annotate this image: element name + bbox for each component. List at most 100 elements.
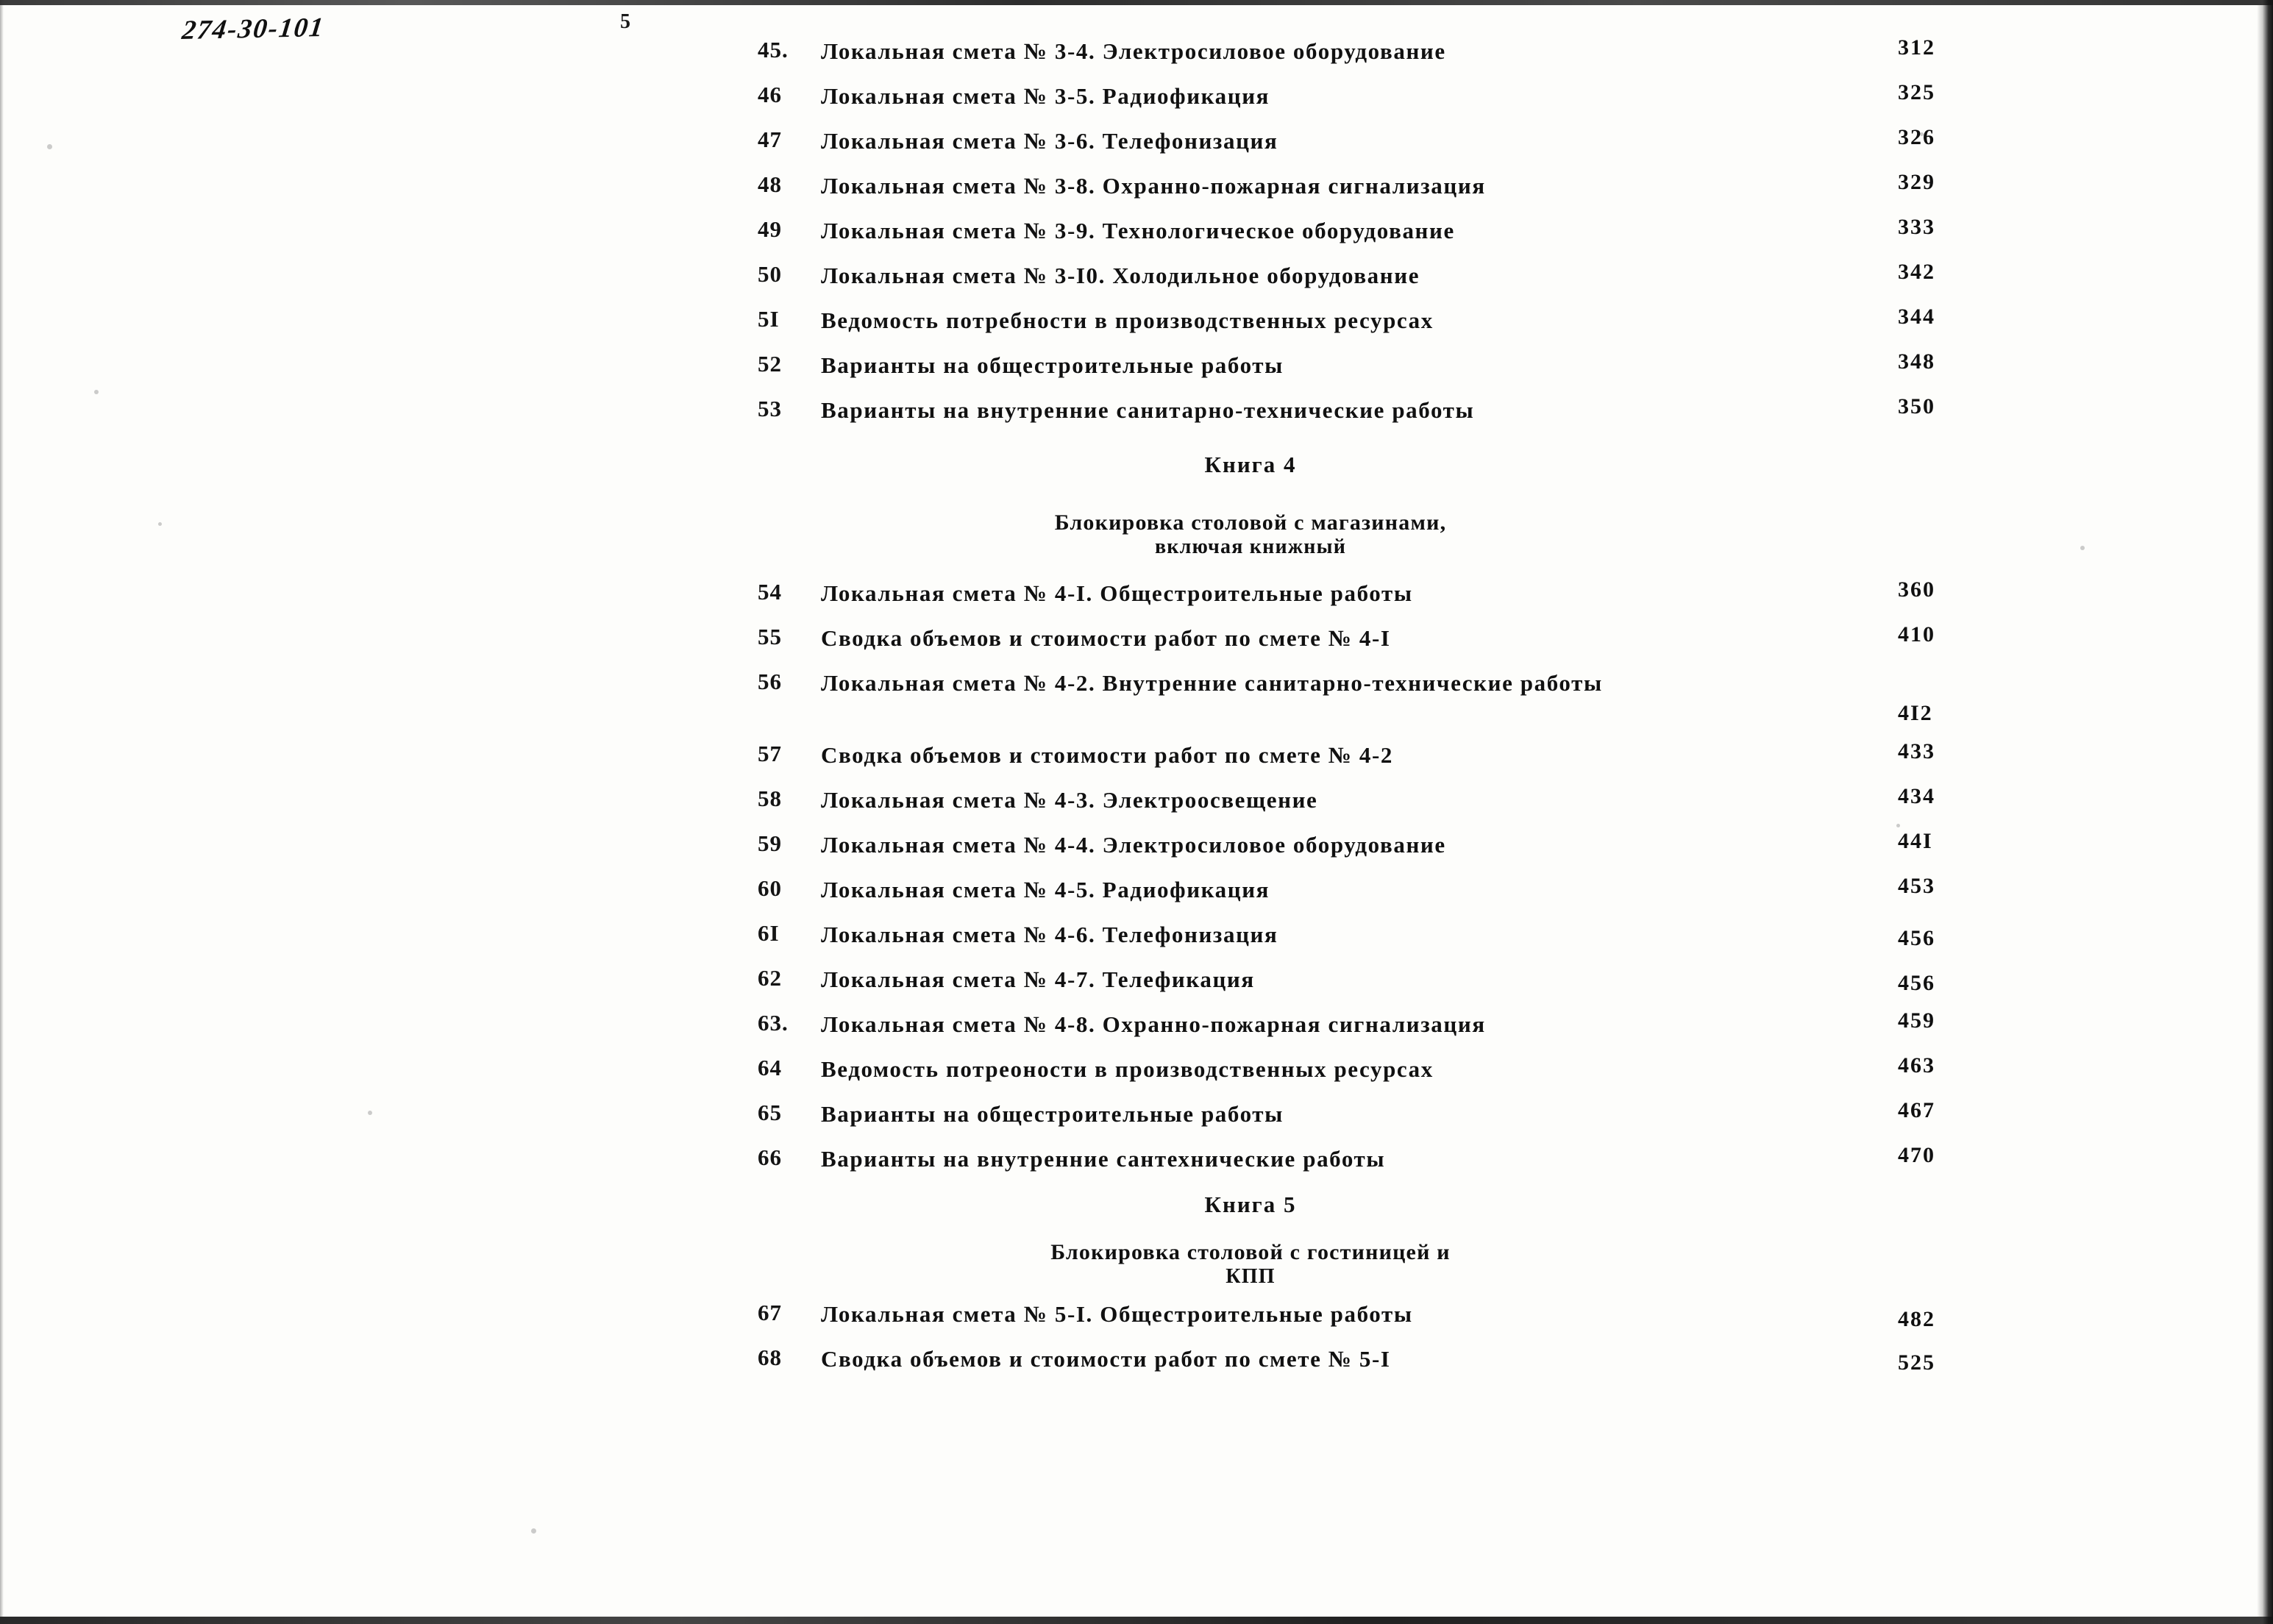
toc-item-number: 67 (758, 1299, 782, 1325)
toc-item-page: 326 (1898, 125, 1935, 149)
toc-item-number: 60 (758, 875, 782, 901)
toc-item-title: Ведомость потребности в производственных… (821, 307, 1434, 333)
toc-row[interactable]: 5I Ведомость потребности в производствен… (758, 304, 2008, 337)
toc-item-number: 59 (758, 830, 782, 856)
toc-item-title: Локальная смета № 3-4. Электросиловое об… (821, 38, 1446, 64)
toc-item-page: 360 (1898, 577, 1935, 602)
toc-item-title: Локальная смета № 4-3. Электроосвещение (821, 786, 1318, 813)
book-subtitle-4: Блокировка столовой с магазинами, включа… (758, 510, 2008, 558)
book-heading-5: Книга 5 (1204, 1191, 1297, 1217)
toc-item-title: Локальная смета № 4-I. Общестроительные … (821, 580, 1413, 606)
toc-item-number: 66 (758, 1144, 782, 1170)
toc-row[interactable]: 6I Локальная смета № 4-6. Телефонизация … (758, 919, 2008, 951)
toc-item-page: 325 (1898, 80, 1935, 104)
toc-row[interactable]: 52 Варианты на общестроительные работы 3… (758, 349, 2008, 382)
toc-item-page: 342 (1898, 260, 1935, 284)
scan-speck (531, 1528, 536, 1534)
table-of-contents: 45. Локальная смета № 3-4. Электросилово… (758, 35, 2008, 1388)
toc-item-title: Сводка объемов и стоимости работ по смет… (821, 1345, 1391, 1372)
toc-item-number: 5I (758, 306, 780, 332)
toc-item-title: Локальная смета № 3-5. Радиофикация (821, 83, 1270, 109)
scan-speck (158, 522, 162, 526)
toc-item-page: 453 (1898, 873, 1935, 898)
toc-item-title: Локальная смета № 3-6. Телефонизация (821, 128, 1278, 154)
scan-speck (1896, 824, 1900, 827)
toc-item-page: 459 (1898, 1008, 1935, 1033)
toc-row[interactable]: 50 Локальная смета № 3-I0. Холодильное о… (758, 260, 2008, 292)
toc-item-number: 53 (758, 396, 782, 421)
book-subtitle-5: Блокировка столовой с гостиницей и КПП (758, 1240, 2008, 1288)
toc-item-number: 50 (758, 261, 782, 287)
toc-item-title: Варианты на внутренние сантехнические ра… (821, 1145, 1386, 1172)
toc-row[interactable]: 66 Варианты на внутренние сантехнические… (758, 1143, 2008, 1175)
toc-item-title: Варианты на внутренние санитарно-техниче… (821, 397, 1475, 423)
spacer (758, 729, 2008, 739)
toc-row[interactable]: 54 Локальная смета № 4-I. Общестроительн… (758, 577, 2008, 610)
scan-speck (368, 1111, 372, 1115)
toc-group-book5: 67 Локальная смета № 5-I. Общестроительн… (758, 1298, 2008, 1375)
toc-item-title: Варианты на общестроительные работы (821, 1100, 1284, 1127)
toc-item-page: 456 (1898, 970, 1935, 995)
toc-item-page: 348 (1898, 349, 1935, 374)
toc-item-title: Сводка объемов и стоимости работ по смет… (821, 624, 1391, 651)
toc-item-page: 4I2 (1898, 700, 1933, 725)
toc-item-title: Локальная смета № 3-8. Охранно-пожарная … (821, 173, 1486, 199)
toc-row[interactable]: 59 Локальная смета № 4-4. Электросиловое… (758, 829, 2008, 861)
book-subtitle-5-line2: КПП (1226, 1264, 1276, 1288)
toc-row[interactable]: 68 Сводка объемов и стоимости работ по с… (758, 1343, 2008, 1375)
toc-item-title: Локальная смета № 4-5. Радиофикация (821, 876, 1270, 902)
toc-row[interactable]: 53 Варианты на внутренние санитарно-техн… (758, 394, 2008, 427)
toc-item-page: 344 (1898, 304, 1935, 329)
toc-item-title: Локальная смета № 3-9. Технологическое о… (821, 218, 1455, 243)
toc-item-number: 64 (758, 1054, 782, 1080)
toc-item-page: 434 (1898, 783, 1935, 808)
toc-item-title: Локальная смета № 3-I0. Холодильное обор… (821, 263, 1420, 288)
toc-item-page: 329 (1898, 170, 1935, 194)
scan-speck (2080, 546, 2085, 550)
toc-row[interactable]: 58 Локальная смета № 4-3. Электроосвещен… (758, 784, 2008, 816)
toc-group-book4: 54 Локальная смета № 4-I. Общестроительн… (758, 577, 2008, 1175)
toc-item-number: 6I (758, 919, 780, 946)
toc-item-title: Локальная смета № 4-7. Телефикация (821, 966, 1255, 992)
toc-item-title: Локальная смета № 4-2. Внутренние санита… (821, 669, 1603, 696)
toc-row[interactable]: 65 Варианты на общестроительные работы 4… (758, 1098, 2008, 1130)
toc-item-number: 48 (758, 171, 782, 197)
toc-item-page: 470 (1898, 1142, 1935, 1167)
toc-item-number: 62 (758, 964, 782, 991)
toc-item-number: 49 (758, 216, 782, 242)
book-subtitle-4-line1: Блокировка столовой с магазинами, (1054, 510, 1447, 535)
toc-item-number: 56 (758, 668, 782, 694)
toc-row[interactable]: 47 Локальная смета № 3-6. Телефонизация … (758, 125, 2008, 157)
toc-row[interactable]: 45. Локальная смета № 3-4. Электросилово… (758, 35, 2008, 68)
toc-group-book3-tail: 45. Локальная смета № 3-4. Электросилово… (758, 35, 2008, 427)
scan-speck (47, 144, 52, 149)
toc-item-title: Варианты на общестроительные работы (821, 352, 1284, 378)
toc-row[interactable]: 63. Локальная смета № 4-8. Охранно-пожар… (758, 1008, 2008, 1041)
toc-row[interactable]: 49 Локальная смета № 3-9. Технологическо… (758, 215, 2008, 247)
toc-row[interactable]: 60 Локальная смета № 4-5. Радиофикация 4… (758, 874, 2008, 906)
toc-item-number: 68 (758, 1344, 782, 1370)
toc-row[interactable]: 46 Локальная смета № 3-5. Радиофикация 3… (758, 80, 2008, 113)
scan-edge-top (0, 0, 2273, 5)
toc-item-number: 55 (758, 623, 782, 649)
toc-item-page: 410 (1898, 622, 1935, 647)
scan-edge-left (0, 0, 4, 1624)
scan-edge-bottom (0, 1617, 2273, 1624)
toc-item-title: Локальная смета № 4-4. Электросиловое об… (821, 831, 1446, 858)
toc-item-page: 467 (1898, 1097, 1935, 1122)
toc-item-number: 47 (758, 127, 782, 152)
book-heading-4: Книга 4 (1204, 452, 1297, 477)
toc-item-title: Локальная смета № 4-8. Охранно-пожарная … (821, 1011, 1486, 1037)
toc-row[interactable]: 64 Ведомость потреоности в производствен… (758, 1053, 2008, 1086)
toc-row[interactable]: 55 Сводка объемов и стоимости работ по с… (758, 622, 2008, 655)
toc-item-page: 350 (1898, 394, 1935, 419)
toc-row[interactable]: 56 Локальная смета № 4-2. Внутренние сан… (758, 667, 2008, 725)
toc-item-number: 54 (758, 578, 782, 605)
toc-row[interactable]: 57 Сводка объемов и стоимости работ по с… (758, 739, 2008, 772)
toc-row[interactable]: 62 Локальная смета № 4-7. Телефикация 45… (758, 964, 2008, 996)
toc-row[interactable]: 48 Локальная смета № 3-8. Охранно-пожарн… (758, 170, 2008, 202)
toc-item-title: Сводка объемов и стоимости работ по смет… (821, 741, 1393, 768)
toc-item-title: Локальная смета № 4-6. Телефонизация (821, 921, 1278, 947)
toc-row[interactable]: 67 Локальная смета № 5-I. Общестроительн… (758, 1298, 2008, 1331)
